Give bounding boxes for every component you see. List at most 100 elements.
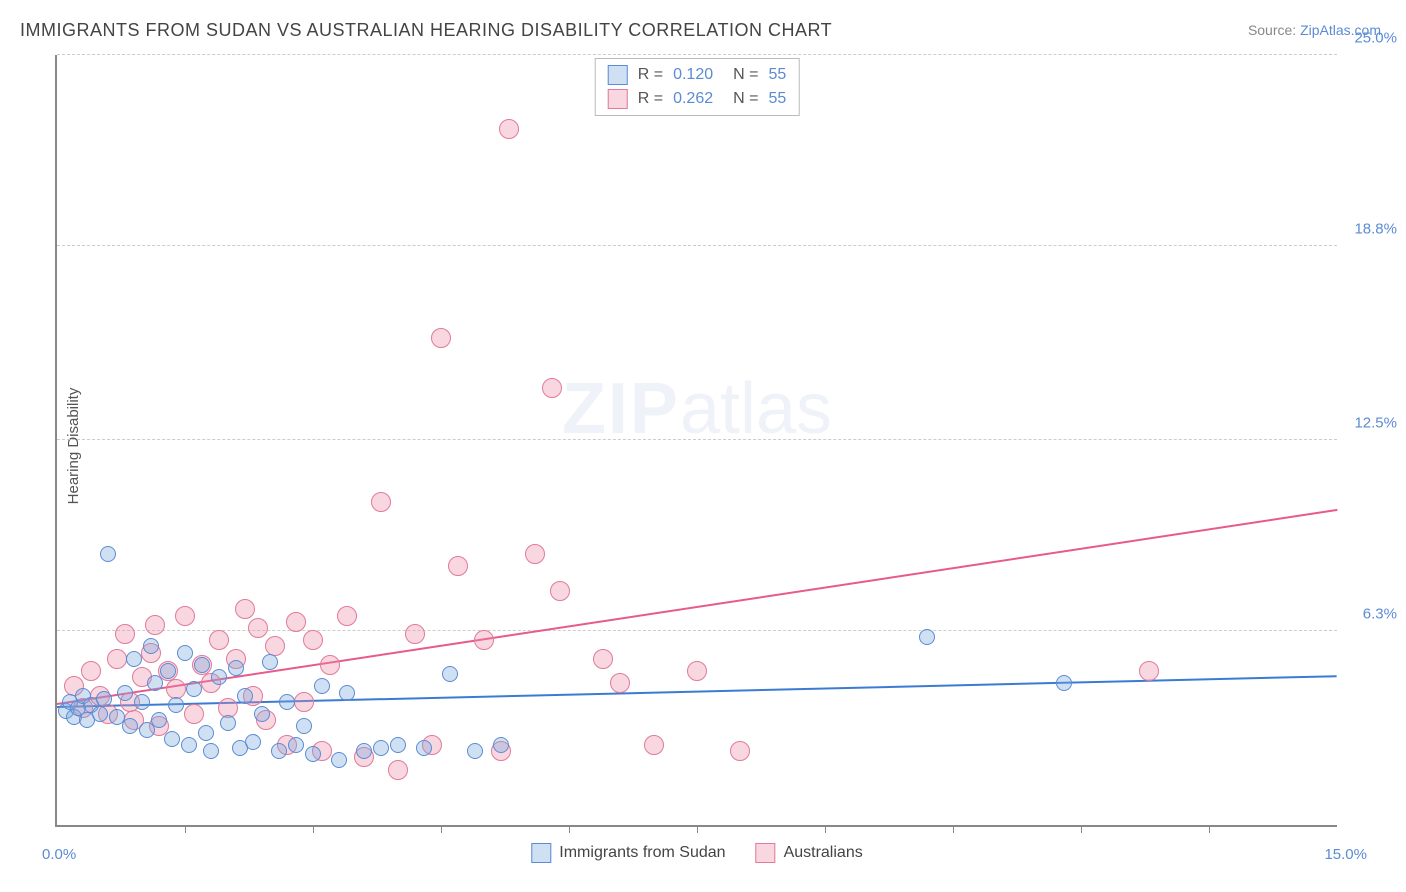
data-point: [474, 630, 494, 650]
data-point: [81, 661, 101, 681]
data-point: [186, 681, 202, 697]
data-point: [126, 651, 142, 667]
r-value-pink: 0.262: [673, 90, 713, 108]
n-label: N =: [733, 90, 758, 108]
data-point: [211, 669, 227, 685]
data-point: [371, 492, 391, 512]
data-point: [168, 697, 184, 713]
data-point: [143, 638, 159, 654]
data-point: [164, 731, 180, 747]
scatter-chart: ZIPatlas R = 0.120 N = 55 R = 0.262 N = …: [55, 55, 1337, 827]
data-point: [194, 657, 210, 673]
data-point: [117, 685, 133, 701]
data-point: [145, 615, 165, 635]
data-point: [442, 666, 458, 682]
y-tick-label: 25.0%: [1354, 30, 1397, 47]
y-tick-label: 12.5%: [1354, 415, 1397, 432]
x-tick: [825, 825, 826, 833]
chart-title: IMMIGRANTS FROM SUDAN VS AUSTRALIAN HEAR…: [20, 20, 832, 41]
data-point: [730, 741, 750, 761]
data-point: [593, 649, 613, 669]
source-label: Source:: [1248, 22, 1300, 38]
r-label: R =: [638, 66, 663, 84]
data-point: [107, 649, 127, 669]
data-point: [337, 606, 357, 626]
swatch-pink: [608, 89, 628, 109]
data-point: [100, 546, 116, 562]
data-point: [314, 678, 330, 694]
n-value-blue: 55: [768, 66, 786, 84]
data-point: [235, 599, 255, 619]
x-tick: [1081, 825, 1082, 833]
gridline: [57, 245, 1337, 246]
data-point: [147, 675, 163, 691]
data-point: [122, 718, 138, 734]
data-point: [356, 743, 372, 759]
x-tick: [441, 825, 442, 833]
data-point: [448, 556, 468, 576]
data-point: [542, 378, 562, 398]
data-point: [262, 654, 278, 670]
data-point: [499, 119, 519, 139]
data-point: [248, 618, 268, 638]
data-point: [160, 663, 176, 679]
swatch-pink: [756, 843, 776, 863]
data-point: [303, 630, 323, 650]
x-max-label: 15.0%: [1324, 846, 1367, 863]
stats-row-blue: R = 0.120 N = 55: [608, 63, 787, 87]
data-point: [525, 544, 545, 564]
data-point: [228, 660, 244, 676]
r-value-blue: 0.120: [673, 66, 713, 84]
x-tick: [697, 825, 698, 833]
data-point: [610, 673, 630, 693]
data-point: [92, 706, 108, 722]
watermark: ZIPatlas: [562, 368, 832, 450]
data-point: [493, 737, 509, 753]
data-point: [320, 655, 340, 675]
data-point: [286, 612, 306, 632]
watermark-zip: ZIP: [562, 369, 680, 449]
y-tick-label: 18.8%: [1354, 220, 1397, 237]
data-point: [405, 624, 425, 644]
data-point: [96, 691, 112, 707]
data-point: [198, 725, 214, 741]
data-point: [288, 737, 304, 753]
gridline: [57, 54, 1337, 55]
data-point: [296, 718, 312, 734]
stats-legend: R = 0.120 N = 55 R = 0.262 N = 55: [595, 58, 800, 116]
swatch-blue: [531, 843, 551, 863]
data-point: [339, 685, 355, 701]
data-point: [151, 712, 167, 728]
data-point: [271, 743, 287, 759]
n-value-pink: 55: [768, 90, 786, 108]
data-point: [431, 328, 451, 348]
data-point: [177, 645, 193, 661]
data-point: [203, 743, 219, 759]
data-point: [331, 752, 347, 768]
data-point: [245, 734, 261, 750]
swatch-blue: [608, 65, 628, 85]
data-point: [687, 661, 707, 681]
data-point: [1139, 661, 1159, 681]
data-point: [134, 694, 150, 710]
data-point: [550, 581, 570, 601]
data-point: [644, 735, 664, 755]
data-point: [919, 629, 935, 645]
legend-item-blue: Immigrants from Sudan: [531, 843, 725, 863]
bottom-legend: Immigrants from Sudan Australians: [531, 843, 862, 863]
data-point: [184, 704, 204, 724]
data-point: [1056, 675, 1072, 691]
data-point: [181, 737, 197, 753]
legend-label-pink: Australians: [784, 844, 863, 862]
data-point: [115, 624, 135, 644]
gridline: [57, 439, 1337, 440]
data-point: [279, 694, 295, 710]
x-tick: [313, 825, 314, 833]
x-min-label: 0.0%: [42, 846, 76, 863]
data-point: [305, 746, 321, 762]
data-point: [388, 760, 408, 780]
y-tick-label: 6.3%: [1363, 605, 1397, 622]
data-point: [373, 740, 389, 756]
x-tick: [185, 825, 186, 833]
data-point: [175, 606, 195, 626]
